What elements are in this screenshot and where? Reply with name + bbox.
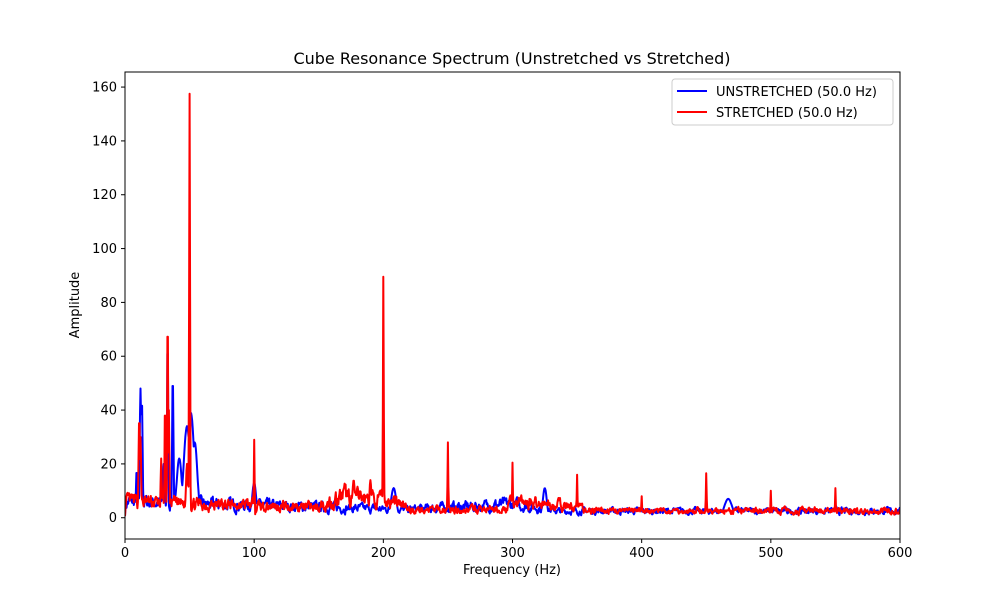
x-axis: 0 100 200 300 400 500 600 [121,539,913,561]
y-tick-label: 20 [100,457,117,472]
y-tick-label: 120 [92,188,117,203]
y-tick-label: 60 [100,350,117,365]
x-tick-label: 600 [888,546,913,561]
y-tick-label: 140 [92,134,117,149]
y-tick-label: 160 [92,81,117,96]
legend-box [671,78,894,126]
y-axis-label: Amplitude [68,272,83,339]
y-tick-label: 100 [92,242,117,257]
legend-label-stretched: STRETCHED (50.0 Hz) [716,106,858,121]
y-tick-label: 80 [100,296,117,311]
legend: UNSTRETCHED (50.0 Hz) STRETCHED (50.0 Hz… [671,78,894,126]
x-tick-label: 100 [242,546,267,561]
y-tick-label: 0 [109,511,117,526]
x-tick-label: 400 [629,546,654,561]
y-axis: 0 20 40 60 80 100 120 140 160 [92,81,125,526]
x-axis-label: Frequency (Hz) [463,563,561,578]
plot-lines [125,92,900,517]
x-tick-label: 500 [758,546,783,561]
series-line-stretched [125,92,900,517]
chart-title: Cube Resonance Spectrum (Unstretched vs … [293,49,730,68]
x-tick-label: 0 [121,546,129,561]
legend-label-unstretched: UNSTRETCHED (50.0 Hz) [716,85,877,100]
y-tick-label: 40 [100,404,117,419]
x-tick-label: 200 [371,546,396,561]
x-tick-label: 300 [500,546,525,561]
